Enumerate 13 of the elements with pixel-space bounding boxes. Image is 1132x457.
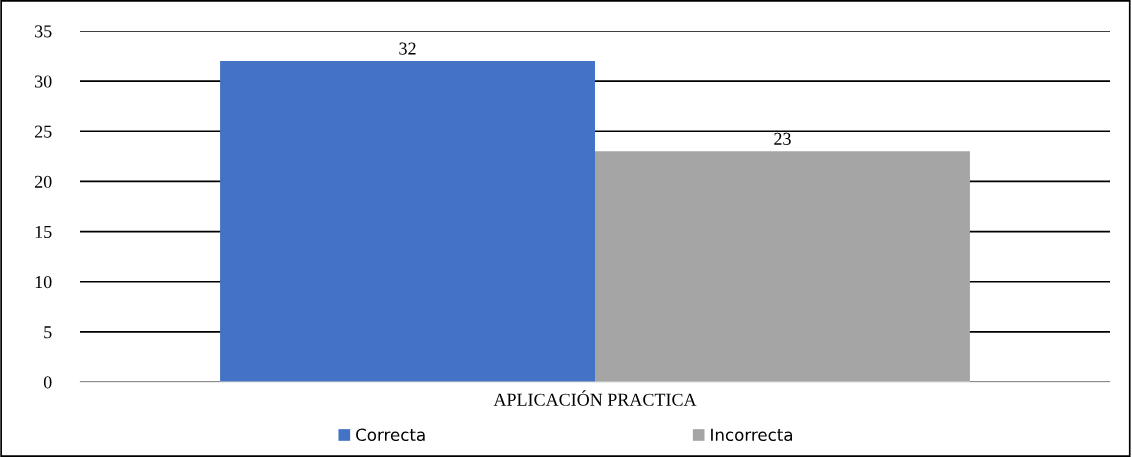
y-tick-label: 5 — [44, 326, 52, 339]
legend-label: Incorrecta — [711, 428, 793, 442]
y-tick-label: 30 — [35, 75, 52, 88]
y-tick-label: 25 — [34, 125, 52, 138]
y-tick-label: 20 — [34, 175, 52, 188]
legend-label: Correcta — [356, 428, 425, 442]
y-tick-label: 15 — [35, 225, 52, 239]
x-tick-label: APLICACIÓN PRACTICA — [493, 390, 697, 406]
data-label: 32 — [399, 42, 416, 55]
y-tick-label: 35 — [35, 25, 52, 38]
y-tick-label: 10 — [35, 275, 52, 289]
data-label: 23 — [774, 132, 791, 145]
y-tick-label: 0 — [43, 376, 52, 389]
